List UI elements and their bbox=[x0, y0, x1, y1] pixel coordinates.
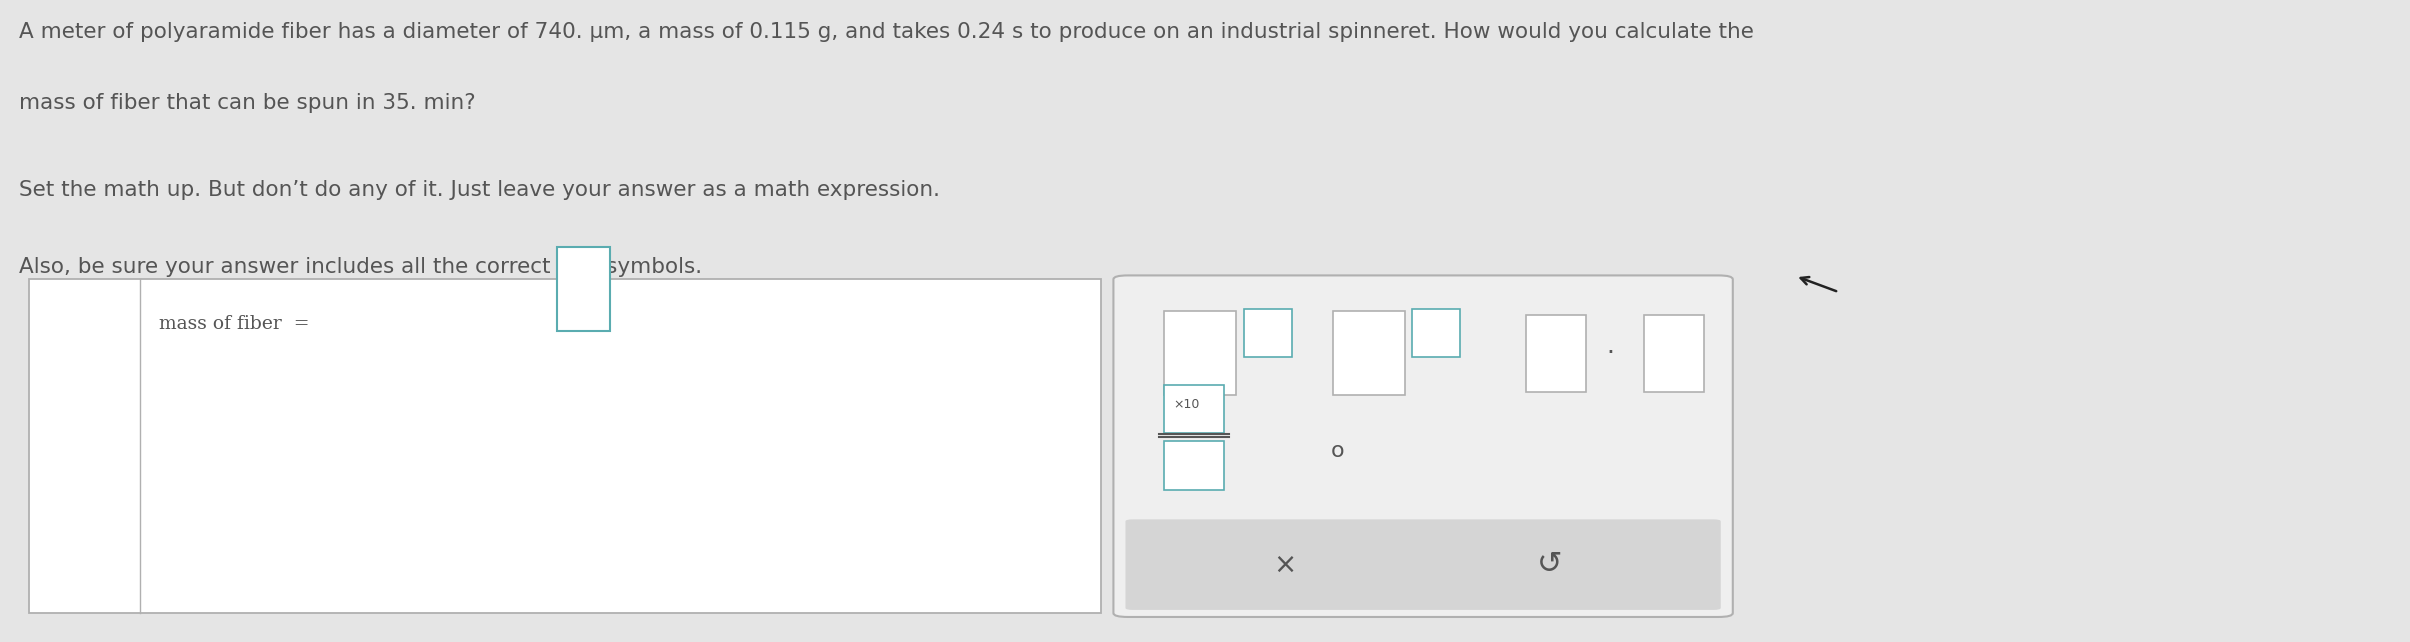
Text: Set the math up. But don’t do any of it. Just leave your answer as a math expres: Set the math up. But don’t do any of it.… bbox=[19, 180, 940, 200]
FancyBboxPatch shape bbox=[1244, 309, 1292, 357]
FancyBboxPatch shape bbox=[1333, 311, 1405, 395]
Text: o: o bbox=[1330, 441, 1345, 461]
FancyBboxPatch shape bbox=[1644, 315, 1704, 392]
FancyBboxPatch shape bbox=[1164, 385, 1224, 433]
Text: mass of fiber that can be spun in 35. min?: mass of fiber that can be spun in 35. mi… bbox=[19, 93, 475, 113]
Text: mass of fiber  =: mass of fiber = bbox=[159, 315, 308, 333]
Text: ×: × bbox=[1272, 551, 1297, 578]
Text: ↺: ↺ bbox=[1538, 550, 1562, 579]
FancyBboxPatch shape bbox=[1125, 519, 1721, 610]
FancyBboxPatch shape bbox=[1164, 311, 1236, 395]
Text: A meter of polyaramide fiber has a diameter of 740. μm, a mass of 0.115 g, and t: A meter of polyaramide fiber has a diame… bbox=[19, 22, 1754, 42]
FancyBboxPatch shape bbox=[557, 247, 610, 331]
FancyBboxPatch shape bbox=[1113, 275, 1733, 617]
Text: Also, be sure your answer includes all the correct unit symbols.: Also, be sure your answer includes all t… bbox=[19, 257, 701, 277]
FancyBboxPatch shape bbox=[1164, 442, 1224, 490]
FancyBboxPatch shape bbox=[1526, 315, 1586, 392]
Text: ×10: ×10 bbox=[1174, 398, 1200, 411]
FancyBboxPatch shape bbox=[1412, 309, 1460, 357]
FancyBboxPatch shape bbox=[29, 279, 1101, 613]
Text: ·: · bbox=[1605, 341, 1615, 365]
